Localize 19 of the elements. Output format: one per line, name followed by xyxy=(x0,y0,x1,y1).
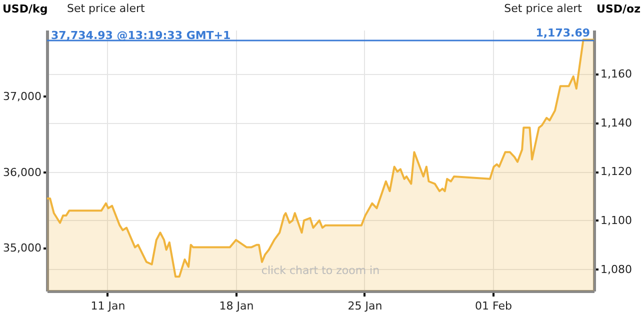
y2-tick-label: 1,140 xyxy=(600,116,632,130)
y2-tick-label: 1,100 xyxy=(600,214,632,227)
ref-line-label: 1,173.69 xyxy=(536,26,590,40)
annotation: click chart to zoom in xyxy=(261,264,380,277)
x-tick-label: 11 Jan xyxy=(90,300,126,312)
y2-axis-title: USD/oz xyxy=(596,2,640,16)
x-tick-label: 18 Jan xyxy=(219,300,254,312)
y-axis-title: USD/kg xyxy=(2,2,48,16)
text: Set price alert xyxy=(504,2,583,15)
y2-tick-label: 1,080 xyxy=(600,262,632,276)
y-tick-label: 35,000 xyxy=(3,242,42,255)
y2-tick-label: 1,160 xyxy=(600,67,632,80)
x-tick-label: 25 Jan xyxy=(348,300,382,312)
y2-tick-label: 1,120 xyxy=(600,165,632,178)
y-tick-label: 36,000 xyxy=(3,166,42,179)
text: Set price alert xyxy=(67,2,146,15)
y-tick-label: 37,000 xyxy=(3,90,42,103)
annotation: 37,734.93 @13:19:33 GMT+1 xyxy=(51,29,231,42)
x-tick-label: 01 Feb xyxy=(475,300,512,312)
